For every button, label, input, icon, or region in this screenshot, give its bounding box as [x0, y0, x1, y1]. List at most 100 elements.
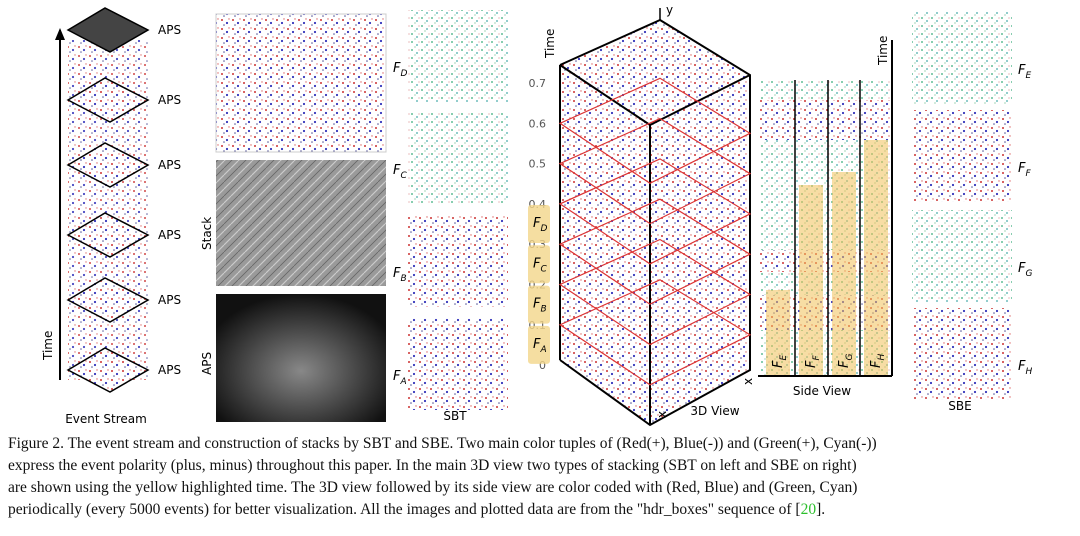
panel-caption: Side View	[793, 384, 851, 398]
f-subscript: D	[540, 224, 547, 234]
box-edges	[559, 19, 751, 427]
sbt-frame	[408, 215, 508, 307]
f-letter: F	[804, 360, 819, 368]
aps-label: APS	[158, 158, 181, 172]
f-subscript: A	[539, 345, 546, 355]
stream-plane	[66, 212, 150, 258]
time-slice	[558, 238, 752, 346]
f-subscript: E	[1025, 71, 1031, 81]
f-subscript: D	[400, 69, 407, 79]
time-label: Time	[543, 29, 557, 59]
panel-caption: SBE	[948, 399, 971, 413]
f-letter: F	[393, 61, 401, 76]
frame-label: FE	[1018, 63, 1031, 81]
caption-line: periodically (every 5000 events) for bet…	[8, 501, 825, 518]
time-slice	[558, 279, 752, 386]
caption-line: are shown using the yellow highlighted t…	[8, 479, 857, 496]
f-subscript: G	[1025, 269, 1032, 279]
frame-label: FG	[837, 354, 855, 368]
time-highlight	[528, 325, 550, 364]
sbe-frame	[912, 308, 1012, 400]
frame-label: FA	[533, 337, 547, 355]
time-label: Time	[876, 36, 890, 66]
aps-label: APS	[158, 293, 181, 307]
stream-plane	[66, 7, 150, 53]
f-letter: F	[393, 266, 401, 281]
sbe-frame	[912, 12, 1012, 104]
f-subscript: H	[1025, 367, 1032, 377]
highlight	[864, 140, 888, 375]
aps-label: APS	[158, 228, 181, 242]
time-slice	[558, 117, 752, 225]
time-slice	[558, 198, 752, 305]
f-letter: F	[1018, 261, 1026, 276]
stream-plane	[66, 347, 150, 393]
frame-label: FB	[393, 266, 407, 284]
stack-label: Stack	[200, 217, 214, 250]
frame-label: FE	[771, 355, 789, 368]
frame-label: FC	[393, 163, 407, 181]
time-slice	[558, 158, 752, 265]
volume	[560, 20, 750, 425]
frame-label: FF	[804, 355, 822, 368]
f-subscript: A	[399, 377, 406, 387]
sbe-frame	[912, 110, 1012, 202]
plot-image	[215, 13, 387, 153]
f-letter: F	[533, 337, 541, 352]
tick-label: 0.6	[529, 117, 547, 130]
frame-label: FD	[393, 61, 407, 79]
highlight	[799, 185, 823, 375]
f-subscript: B	[540, 305, 546, 315]
x-label: x	[741, 378, 755, 385]
caption-line: Figure 2. The event stream and construct…	[8, 435, 877, 452]
f-letter: F	[533, 256, 541, 271]
tick-label: 0.7	[529, 77, 547, 90]
frame-label: FA	[393, 369, 407, 387]
frame-label: FC	[533, 256, 547, 274]
sbt-frame	[408, 112, 508, 204]
f-subscript: C	[540, 264, 547, 274]
caption-line: express the event polarity (plus, minus)…	[8, 457, 857, 474]
highlight	[766, 290, 790, 375]
f-subscript: F	[1025, 169, 1031, 179]
f-letter: F	[393, 369, 401, 384]
frame-label: FG	[1018, 261, 1032, 279]
f-subscript: F	[812, 355, 822, 361]
sbt-frame	[408, 318, 508, 410]
highlight	[832, 172, 856, 375]
tick-label: 0.5	[529, 158, 547, 171]
f-letter: F	[533, 216, 541, 231]
panel-caption: 3D View	[690, 404, 739, 418]
aps-label: APS	[158, 93, 181, 107]
stack-image	[216, 160, 386, 286]
reference[interactable]: 20	[801, 501, 817, 518]
f-letter: F	[869, 360, 884, 368]
aps-label: APS	[158, 363, 181, 377]
caption-text: periodically (every 5000 events) for bet…	[8, 501, 801, 518]
f-subscript: B	[400, 274, 406, 284]
frame-label: FH	[1018, 359, 1032, 377]
frame-label: FB	[533, 297, 547, 315]
f-subscript: E	[779, 355, 789, 361]
stream-plane	[66, 277, 150, 323]
aps-label: APS	[200, 352, 214, 375]
time-slice	[558, 77, 752, 184]
sbe-frame	[912, 210, 1012, 302]
box-edge	[559, 19, 661, 66]
frame-label: FH	[869, 354, 887, 368]
panel-caption: SBT	[443, 409, 467, 423]
y-label: y	[666, 3, 673, 17]
f-letter: F	[771, 360, 786, 368]
time-label: Time	[41, 331, 55, 361]
tick-label: 0	[539, 359, 546, 372]
sbt-frame	[408, 10, 508, 102]
stream-plane	[66, 77, 150, 123]
aps-image	[216, 294, 386, 422]
stream-plane	[66, 142, 150, 188]
time-highlight	[528, 205, 550, 243]
f-letter: F	[1018, 63, 1026, 78]
time-highlight	[528, 245, 550, 284]
time-highlight	[528, 285, 550, 324]
f-subscript: H	[877, 354, 887, 361]
